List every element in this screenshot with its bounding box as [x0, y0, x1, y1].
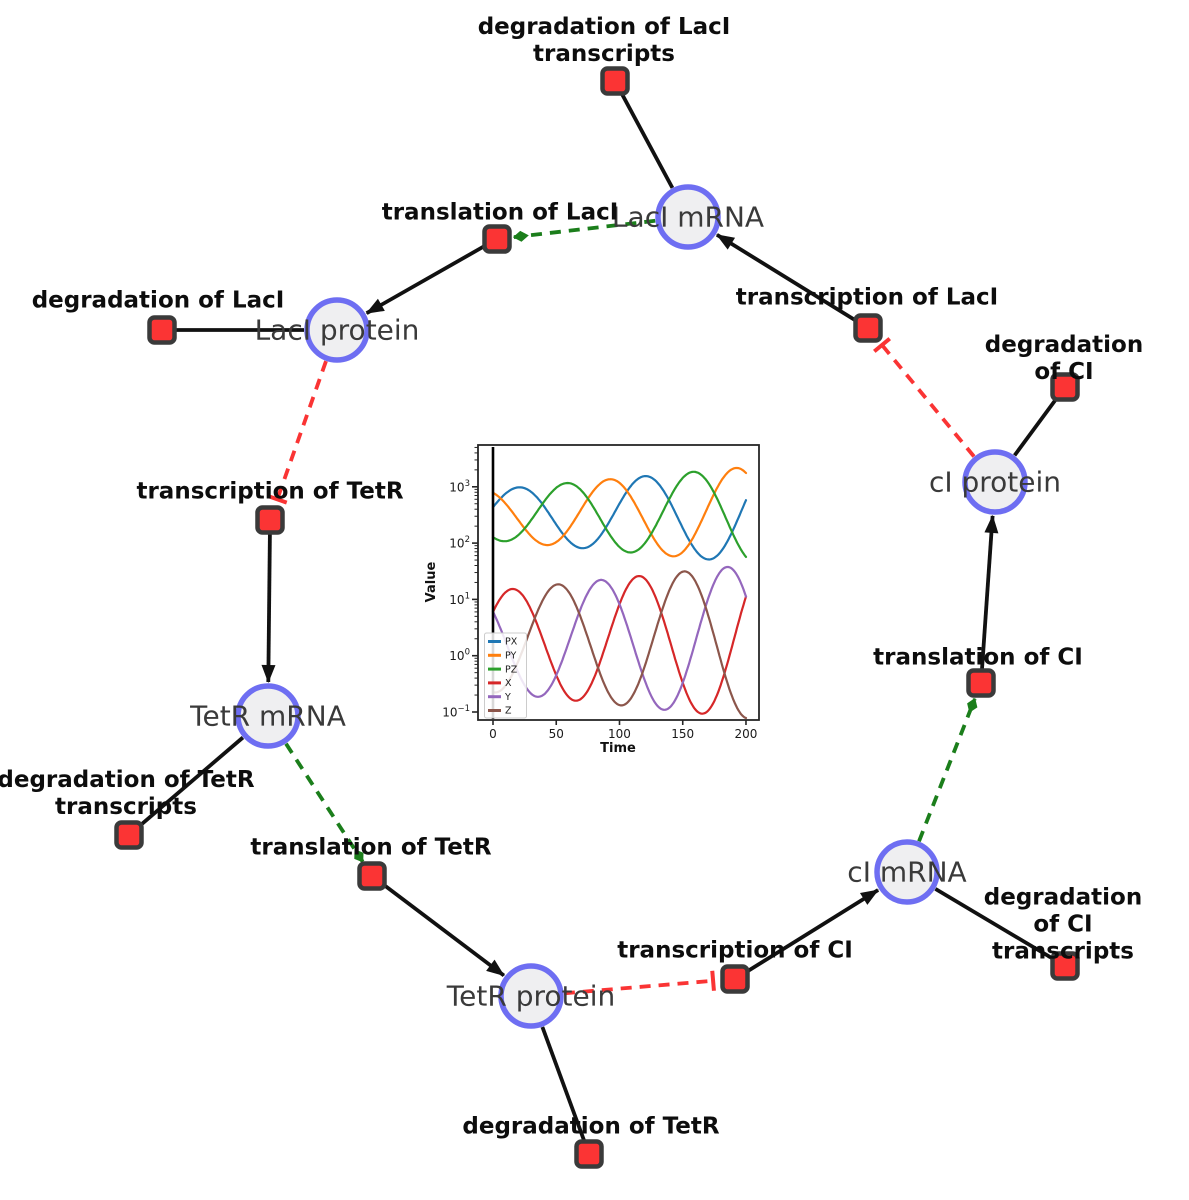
chart-ylabel: Value: [424, 561, 439, 602]
reaction-node-deg_laci_tx[interactable]: [600, 66, 630, 96]
edge-catalysis-ci_mrna-tl_ci: [917, 697, 978, 842]
edge-production-tl_laci-laci_protein: [365, 244, 486, 315]
reaction-node-tl_tetr[interactable]: [357, 861, 387, 891]
x-tick-50: 50: [549, 727, 564, 741]
reaction-node-tx_laci[interactable]: [853, 313, 883, 343]
species-node-ci_mrna[interactable]: [874, 839, 940, 905]
x-tick-200: 200: [735, 727, 758, 741]
nodes-layer: [114, 66, 1080, 1169]
reaction-node-deg_tetr[interactable]: [574, 1139, 604, 1169]
x-tick-150: 150: [671, 727, 694, 741]
edge-production-tl_ci-ci_protein: [980, 514, 999, 670]
reaction-node-deg_ci[interactable]: [1050, 372, 1080, 402]
y-tick-10e0: 100: [449, 648, 470, 664]
legend-entry-PX: PX: [505, 637, 518, 648]
reaction-node-tl_laci[interactable]: [482, 224, 512, 254]
legend-entry-Y: Y: [504, 692, 511, 703]
reaction-node-deg_tetr_tx[interactable]: [114, 820, 144, 850]
series-curve-PY: [491, 466, 748, 558]
chart-legend: PX PY PZ XYZ: [484, 632, 527, 719]
y-tick-10e1: 101: [449, 591, 470, 607]
reaction-node-deg_laci[interactable]: [147, 315, 177, 345]
legend-entry-PZ: PZ: [505, 664, 518, 675]
series-curve-Y: [491, 565, 748, 711]
series-curve-PZ: [491, 470, 748, 558]
edge-inhibition-tetr_protein-tx_ci: [563, 970, 716, 996]
edge-production-tx_laci-laci_mrna: [715, 233, 858, 323]
reaction-node-deg_ci_tx[interactable]: [1050, 951, 1080, 981]
reaction-node-tx_ci[interactable]: [720, 964, 750, 994]
species-node-ci_protein[interactable]: [962, 449, 1028, 515]
edge-production-tx_ci-ci_mrna: [745, 888, 880, 974]
inset-chart: 10−1 100 101 102 103 0 50 100 150 200 PX PY PZ XYZ Ti…: [424, 444, 760, 756]
edge-consumption-tetr_protein-deg_tetr: [540, 1026, 586, 1142]
edge-production-tl_tetr-tetr_protein: [382, 882, 506, 978]
edge-catalysis-tetr_mrna-tl_tetr: [284, 742, 365, 863]
edge-catalysis-laci_mrna-tl_laci: [512, 218, 656, 242]
species-node-laci_protein[interactable]: [304, 297, 370, 363]
y-tick-10e2: 102: [449, 535, 470, 551]
series-curve-Z: [491, 570, 748, 720]
chart-xlabel: Time: [600, 741, 636, 756]
species-node-laci_mrna[interactable]: [655, 184, 721, 250]
legend-entry-X: X: [505, 678, 512, 689]
legend-entry-PY: PY: [505, 651, 517, 662]
y-tick-10e-1: 10−1: [442, 704, 470, 720]
edge-consumption-laci_mrna-deg_laci_tx: [619, 92, 675, 189]
reaction-node-tl_ci[interactable]: [966, 668, 996, 698]
edge-production-tx_tetr-tetr_mrna: [261, 533, 276, 683]
x-tick-100: 100: [608, 727, 631, 741]
edge-consumption-ci_protein-deg_ci: [1013, 397, 1059, 457]
species-node-tetr_protein[interactable]: [498, 963, 564, 1029]
series-curve-PX: [491, 475, 748, 561]
edge-inhibition-ci_protein-tx_laci: [873, 337, 976, 458]
x-tick-0: 0: [489, 727, 497, 741]
edges-layer: [138, 92, 1059, 1142]
y-tick-10e3: 103: [449, 479, 470, 495]
reaction-node-tx_tetr[interactable]: [255, 505, 285, 535]
species-node-tetr_mrna[interactable]: [235, 683, 301, 749]
edge-consumption-ci_mrna-deg_ci_tx: [934, 887, 1054, 961]
edge-inhibition-laci_protein-tx_tetr: [267, 360, 328, 505]
legend-entry-Z: Z: [505, 706, 512, 717]
edge-consumption-tetr_mrna-deg_tetr_tx: [138, 736, 245, 828]
